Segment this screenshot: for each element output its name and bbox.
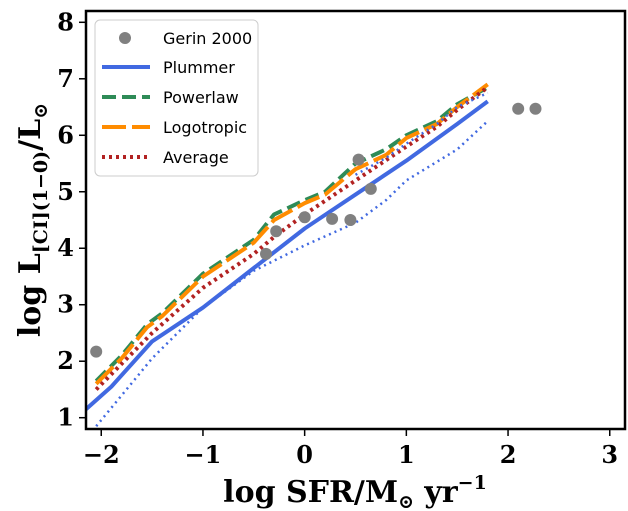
y-axis-label-sub2: ⊙ (30, 103, 52, 119)
series-plummer-lower-bound (95, 120, 489, 427)
y-tick-label: 7 (57, 64, 74, 93)
y-axis-label: log L[CI](1−0)/L⊙ (13, 103, 52, 337)
series-plummer (86, 99, 489, 411)
y-tick-label: 8 (57, 7, 74, 36)
series-powerlaw (94, 85, 489, 383)
scatter-point-gerin (326, 212, 339, 225)
x-axis-label-sup: −1 (458, 472, 487, 494)
scatter-point-gerin (344, 214, 357, 226)
scatter-point-gerin (529, 102, 542, 115)
x-tick-label: 0 (296, 440, 313, 469)
y-tick-label: 5 (57, 177, 74, 206)
legend-label-powerlaw: Powerlaw (163, 88, 239, 107)
ticks-layer: −2 −1 0 1 2 3 1 2 3 4 5 6 7 8 (57, 7, 618, 469)
x-tick-label: 2 (500, 440, 517, 469)
y-tick-label: 6 (57, 120, 74, 149)
legend-label-average: Average (163, 148, 229, 167)
scatter-point-gerin (512, 102, 525, 115)
y-tick-label: 2 (57, 346, 74, 375)
y-tick-label: 1 (57, 403, 74, 432)
scatter-point-gerin (352, 153, 365, 166)
y-tick-label: 4 (57, 233, 74, 262)
y-axis-label-sub: [CI](1−0) (30, 151, 52, 253)
scatter-point-gerin (260, 247, 272, 260)
x-tick-label: −2 (83, 440, 120, 469)
y-axis-label-main: log L (13, 253, 48, 337)
x-tick-label: −1 (185, 440, 222, 469)
legend-marker-gerin (119, 32, 131, 44)
legend-label-gerin: Gerin 2000 (163, 29, 252, 48)
x-tick-label: 3 (601, 440, 618, 469)
scatter-point-gerin (270, 225, 283, 238)
x-axis-label-sub: ⊙ (398, 491, 414, 511)
y-axis-label-mid: /L (13, 119, 48, 151)
data-layer (86, 82, 542, 427)
x-axis-label-main: log SFR/M (223, 475, 398, 510)
legend-label-logotropic: Logotropic (163, 118, 247, 137)
scatter-point-gerin (298, 211, 311, 224)
legend-box (94, 19, 259, 177)
x-axis-label: log SFR/M⊙ yr−1 (223, 472, 487, 511)
x-tick-label: 1 (398, 440, 415, 469)
plot-frame (84, 9, 627, 431)
scatter-point-gerin (364, 182, 377, 195)
legend: Gerin 2000 Plummer Powerlaw Logotropic A… (94, 19, 259, 177)
legend-label-plummer: Plummer (163, 58, 235, 77)
series-plummer-upper-bound (354, 91, 489, 176)
scatter-point-gerin (90, 345, 103, 358)
y-tick-label: 3 (57, 290, 74, 319)
series-logotropic (94, 82, 489, 386)
x-axis-label-unit: yr (414, 475, 459, 510)
